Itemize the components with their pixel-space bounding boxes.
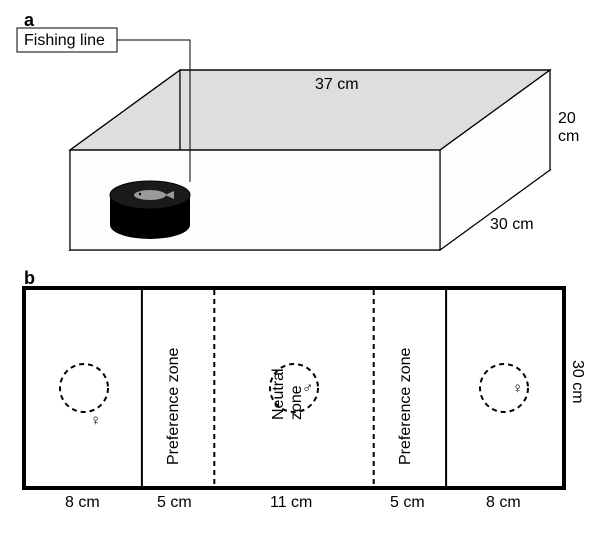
dim-bottom-30: 30 cm — [490, 216, 534, 234]
dim-8-left: 8 cm — [65, 494, 100, 512]
female-symbol-left: ♀ — [90, 412, 101, 429]
dim-11-center: 11 cm — [270, 494, 312, 512]
cylinder — [110, 181, 190, 239]
dim-8-right: 8 cm — [486, 494, 521, 512]
dim-5-left: 5 cm — [157, 494, 192, 512]
pref-zone-right-label: Preference zone — [397, 310, 415, 465]
neutral-zone-label: Neutral zone — [270, 345, 306, 420]
dim-top-37: 37 cm — [315, 76, 359, 94]
height-label-30: 30 cm — [568, 360, 586, 404]
pref-zone-left-label: Preference zone — [165, 310, 183, 465]
dim-right-20: 20 cm — [558, 110, 589, 146]
dim-5-right: 5 cm — [390, 494, 425, 512]
female-symbol-right: ♀ — [512, 380, 523, 397]
male-symbol-center: ♂ — [302, 380, 313, 397]
figure-container: a Fishing line — [10, 10, 589, 528]
